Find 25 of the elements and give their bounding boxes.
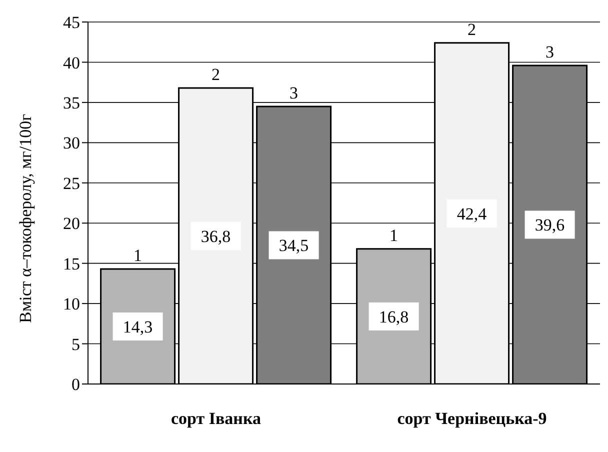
series-label: 3 [290,83,298,102]
y-tick-label: 25 [63,174,80,193]
data-label: 16,8 [378,307,409,326]
text: 2 [468,20,476,39]
data-label: 34,5 [278,236,309,256]
x-tick-label: сорт Іванка [170,409,262,428]
data-label: 14,3 [122,317,153,336]
text: 3 [546,42,554,62]
data-label: 36,8 [200,226,231,246]
y-tick-label: 45 [63,13,80,32]
series-label: 1 [134,246,142,265]
y-tick-label: 30 [63,134,80,153]
text: 1 [390,226,398,245]
data-label: 39,6 [534,216,565,235]
y-tick-label: 20 [63,214,80,234]
y-axis-title: Вміст α–токоферолу, мг/100г [16,114,36,323]
y-tick-label: 15 [63,254,80,274]
y-tick-label: 40 [63,53,80,72]
y-tick-label: 35 [63,93,80,112]
data-label: 42,4 [456,204,488,224]
series-label: 2 [212,64,220,84]
y-tick-label: 5 [72,334,80,354]
y-tick-label: 10 [63,294,80,314]
y-tick-label: 0 [72,375,80,394]
x-tick-label: сорт Чернівецька-9 [397,409,547,428]
